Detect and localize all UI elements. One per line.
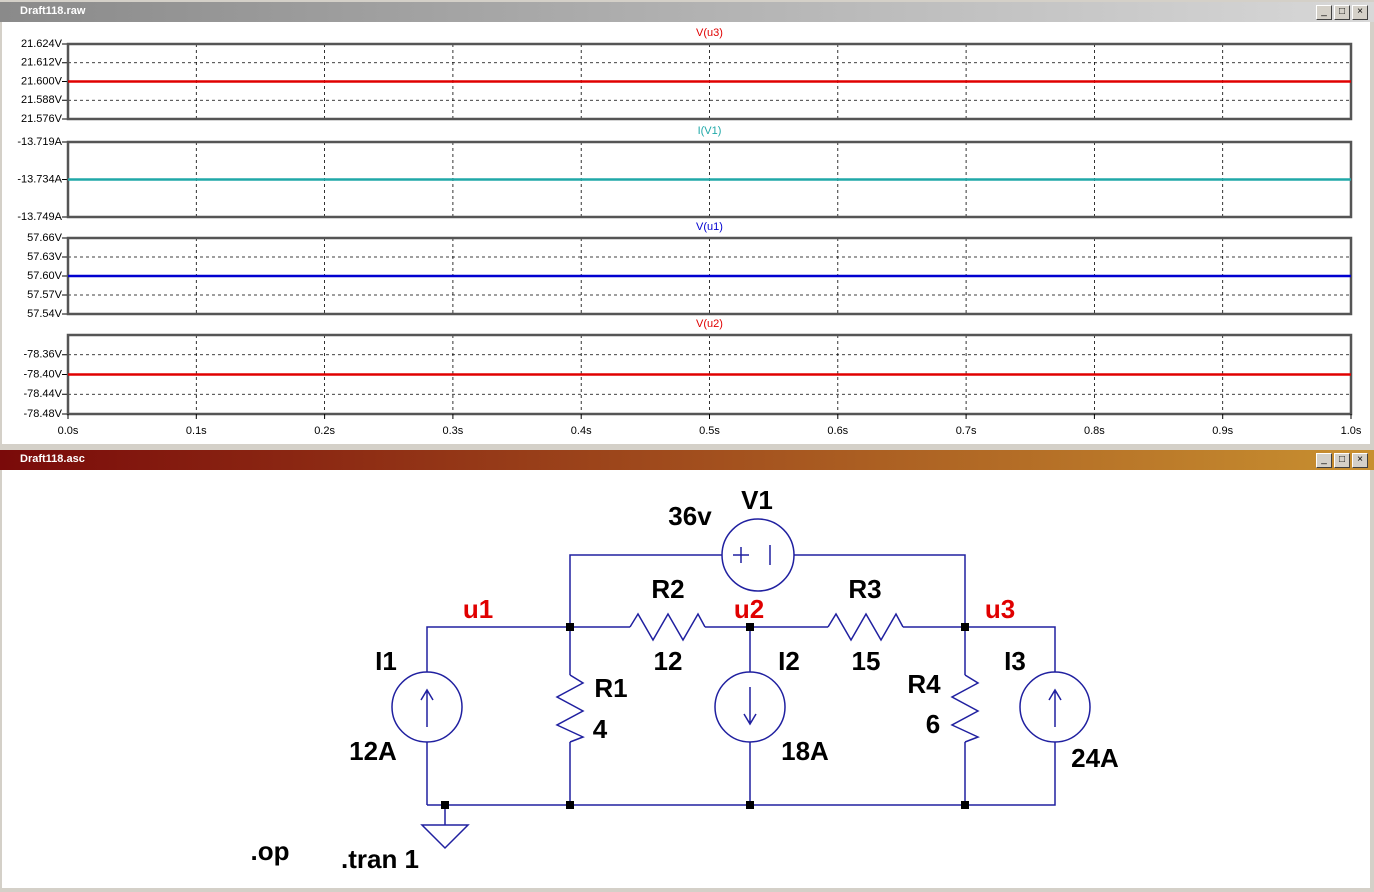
x-tick-label: 0.4s [571, 425, 592, 437]
y-tick-label: 21.612V [21, 57, 63, 69]
y-tick-label: -13.749A [17, 211, 62, 223]
label: 12 [654, 646, 683, 676]
voltage-source [721, 518, 795, 592]
x-tick-label: 0.3s [443, 425, 464, 437]
resistor [950, 674, 980, 743]
x-tick-label: 1.0s [1341, 425, 1362, 437]
window-title: Draft118.raw [20, 5, 86, 17]
y-tick-label: 21.600V [21, 75, 63, 87]
plot-background [2, 22, 1370, 444]
label: R3 [848, 574, 881, 604]
trace-name: V(u2) [696, 318, 723, 330]
current-source [1019, 671, 1091, 743]
node-label: u3 [985, 594, 1015, 624]
x-tick-label: 0.1s [186, 425, 207, 437]
label: I1 [375, 646, 397, 676]
label: 36v [668, 501, 712, 531]
y-tick-label: -13.734A [17, 173, 62, 185]
title-bar: Draft118.raw _ □ × [0, 2, 1374, 22]
resistor [827, 612, 904, 642]
window-controls: _ □ × [1316, 453, 1368, 468]
node-label: u2 [734, 594, 764, 624]
close[interactable]: × [1352, 5, 1368, 20]
spice-directive: .op [251, 836, 290, 866]
schematic: 36v V1 R2 R3 u1 u2 u3 12 15 I1 I2 R1 4 R… [2, 470, 1370, 888]
trace-name: V(u1) [696, 221, 723, 233]
label: 12A [349, 736, 397, 766]
arrows [420, 687, 1062, 727]
y-tick-label: 57.60V [27, 270, 63, 282]
y-tick-label: 21.576V [21, 113, 63, 125]
maximize[interactable]: □ [1334, 5, 1350, 20]
x-tick-label: 0.9s [1212, 425, 1233, 437]
label: I2 [778, 646, 800, 676]
waveform-viewer: 21.624V 21.612V 21.600V 21.588V 21.576V V(u3)… [2, 22, 1370, 444]
y-tick-label: 57.66V [27, 232, 63, 244]
window-controls: _ □ × [1316, 5, 1368, 20]
title-bar: Draft118.asc _ □ × [0, 450, 1374, 470]
trace-name: I(V1) [698, 125, 722, 137]
node-label: u1 [463, 594, 493, 624]
x-tick-label: 0.0s [58, 425, 79, 437]
y-tick-label: -78.48V [23, 408, 62, 420]
y-tick-label: 57.54V [27, 308, 63, 320]
current-source [714, 671, 786, 743]
y-tick-label: -78.44V [23, 388, 62, 400]
y-tick-label: 57.57V [27, 289, 63, 301]
trace-name: V(u3) [696, 27, 723, 39]
y-tick-label: 21.624V [21, 38, 63, 50]
label: 15 [852, 646, 881, 676]
x-tick-label: 0.7s [956, 425, 977, 437]
label: 18A [781, 736, 829, 766]
schematic-background [2, 470, 1370, 888]
label: R1 [594, 673, 627, 703]
ground [420, 824, 470, 850]
label: 4 [593, 714, 608, 744]
x-tick-label: 0.6s [827, 425, 848, 437]
label: I3 [1004, 646, 1026, 676]
polarity [733, 545, 771, 565]
resistor [629, 612, 706, 642]
label: 6 [926, 709, 940, 739]
y-tick-label: 21.588V [21, 94, 63, 106]
minimize[interactable]: _ [1316, 5, 1332, 20]
label: 24A [1071, 743, 1119, 773]
y-tick-label: -78.40V [23, 368, 62, 380]
x-tick-label: 0.2s [314, 425, 335, 437]
y-tick-label: -78.36V [23, 349, 62, 361]
resistor [555, 674, 585, 743]
wires [426, 554, 1056, 825]
spice-directive: .tran 1 [341, 844, 419, 874]
x-tick-label: 0.5s [699, 425, 720, 437]
circuit: 36v V1 R2 R3 u1 u2 u3 12 15 I1 I2 R1 4 R… [251, 485, 1120, 874]
close[interactable]: × [1352, 453, 1368, 468]
y-tick-label: 57.63V [27, 251, 63, 263]
label: V1 [741, 485, 773, 515]
junctions [441, 623, 969, 809]
label: R2 [651, 574, 684, 604]
maximize[interactable]: □ [1334, 453, 1350, 468]
minimize[interactable]: _ [1316, 453, 1332, 468]
window-title: Draft118.asc [20, 453, 85, 465]
current-source [391, 671, 463, 743]
label: R4 [907, 669, 941, 699]
y-tick-label: -13.719A [17, 136, 62, 148]
x-tick-label: 0.8s [1084, 425, 1105, 437]
